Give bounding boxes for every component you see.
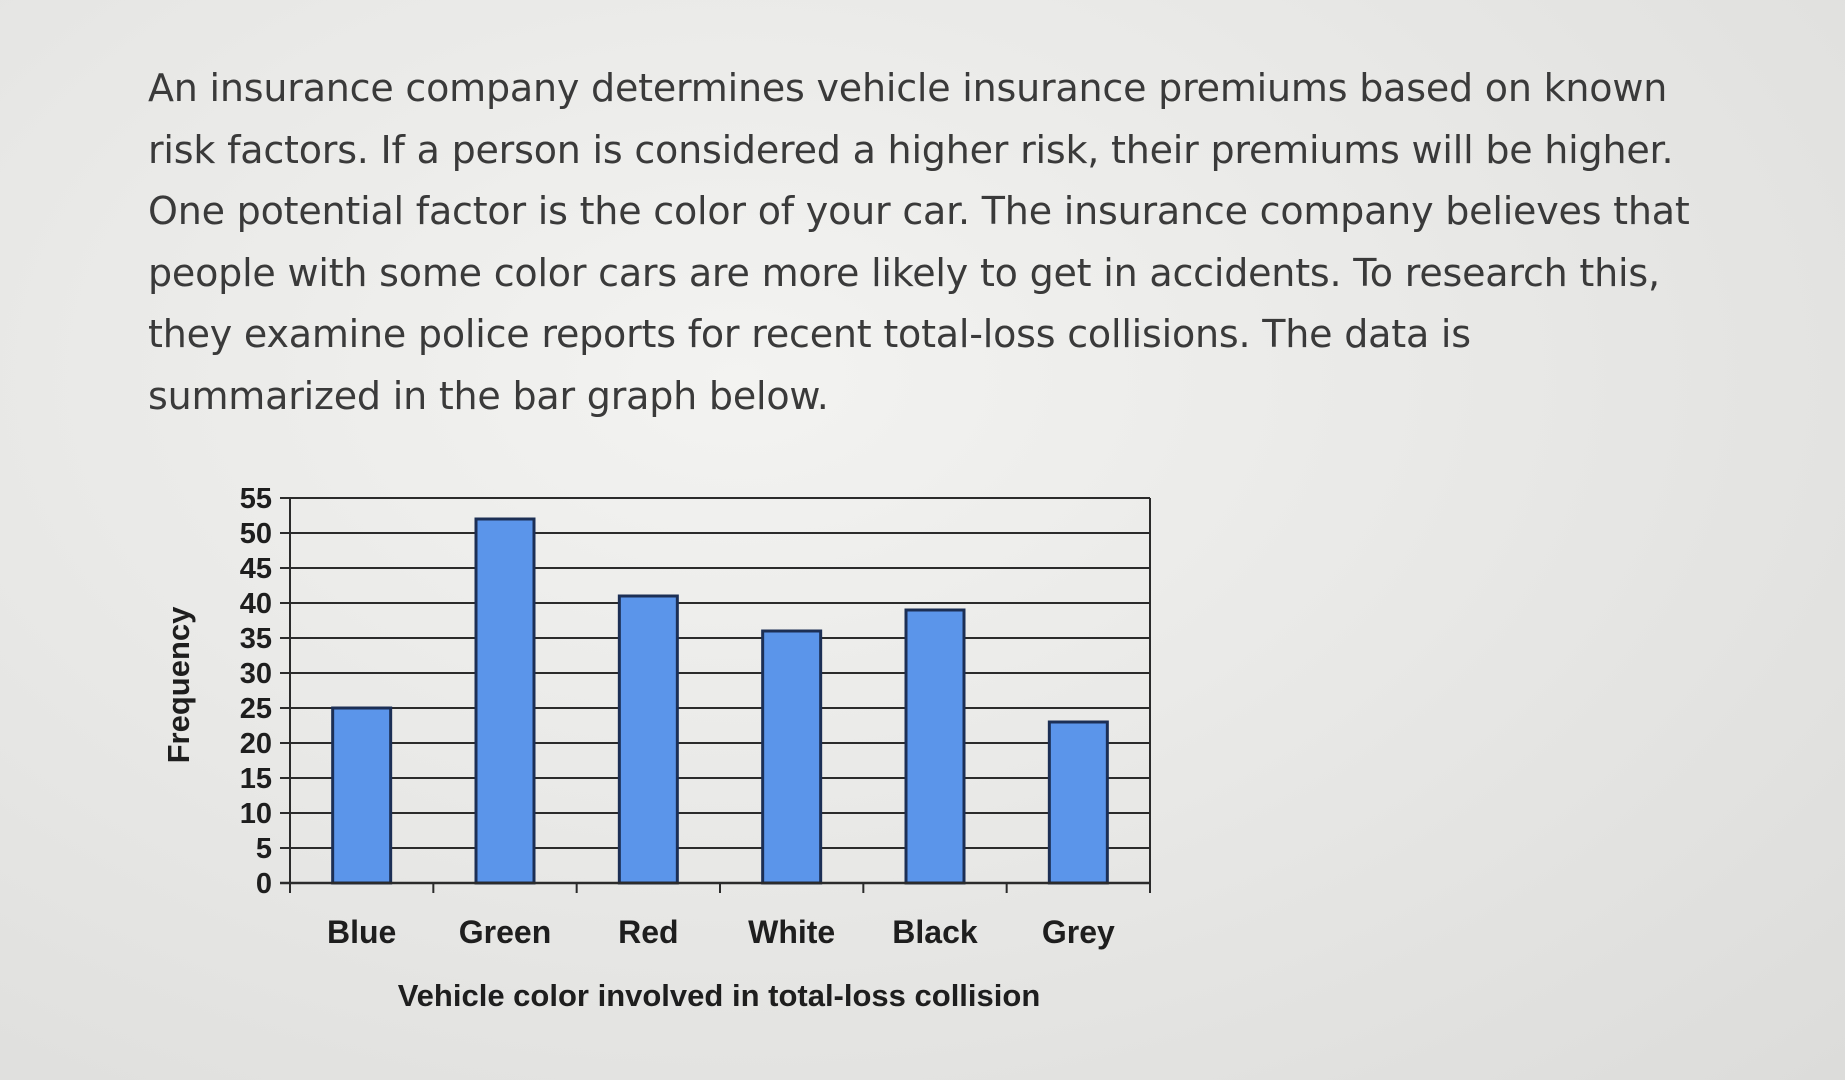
y-tick-label-10: 10 bbox=[240, 798, 272, 830]
y-tick-label-25: 25 bbox=[240, 693, 272, 725]
bar-green bbox=[474, 517, 536, 885]
y-tick-label-20: 20 bbox=[240, 728, 272, 760]
y-tick-label-40: 40 bbox=[240, 588, 272, 620]
bars bbox=[331, 517, 1109, 885]
grid-lines bbox=[290, 497, 1150, 849]
x-category-labels: Blue Green Red White Black Grey bbox=[327, 914, 1115, 950]
x-category-label-red: Red bbox=[618, 914, 678, 950]
bar-blue bbox=[331, 706, 393, 885]
problem-text: An insurance company determines vehicle … bbox=[148, 66, 1690, 418]
y-tick-label-30: 30 bbox=[240, 658, 272, 690]
x-category-label-blue: Blue bbox=[327, 914, 396, 950]
y-tick-label-55: 55 bbox=[240, 483, 272, 515]
y-tick-label-0: 0 bbox=[256, 868, 272, 900]
y-tick-label-15: 15 bbox=[240, 763, 272, 795]
y-tick-label-5: 5 bbox=[256, 833, 272, 865]
x-category-label-black: Black bbox=[892, 914, 978, 950]
bar-white bbox=[761, 629, 823, 885]
axes bbox=[280, 497, 1151, 893]
x-category-label-grey: Grey bbox=[1042, 914, 1115, 950]
x-axis-label: Vehicle color involved in total-loss col… bbox=[398, 978, 1041, 1013]
y-axis-label: Frequency bbox=[161, 606, 196, 764]
y-tick-label-50: 50 bbox=[240, 518, 272, 550]
bar-red bbox=[617, 594, 679, 885]
bar-black bbox=[904, 608, 966, 885]
x-category-label-green: Green bbox=[459, 914, 551, 950]
y-tick-label-35: 35 bbox=[240, 623, 272, 655]
y-tick-label-45: 45 bbox=[240, 553, 272, 585]
bar-grey bbox=[1047, 720, 1109, 885]
x-category-label-white: White bbox=[748, 914, 835, 950]
